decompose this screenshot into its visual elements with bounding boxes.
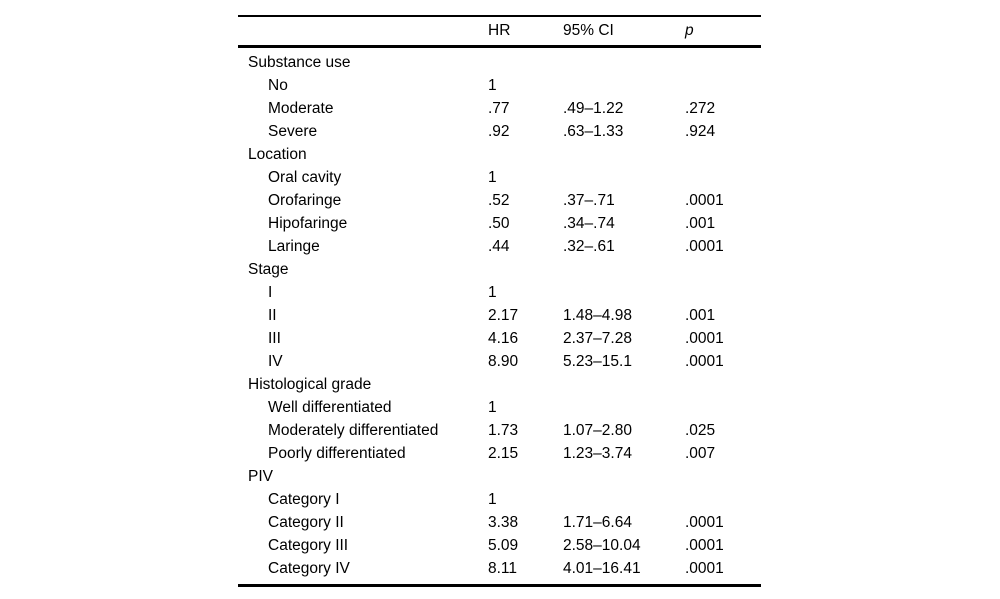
- row-label: Orofaringe: [268, 191, 342, 209]
- row-ci-value: .34–.74: [563, 214, 615, 232]
- table-row: Category III 5.09 2.58–10.04 .0001: [238, 534, 761, 557]
- row-hr-value: .77: [488, 99, 510, 117]
- row-ci-value: .37–.71: [563, 191, 615, 209]
- table-row: Category II 3.38 1.71–6.64 .0001: [238, 511, 761, 534]
- row-ci-value: .32–.61: [563, 237, 615, 255]
- table-row: Oral cavity 1: [238, 166, 761, 189]
- table-row: Moderate .77 .49–1.22 .272: [238, 97, 761, 120]
- row-label: Histological grade: [248, 375, 372, 393]
- header-hr: HR: [488, 22, 511, 40]
- row-label: Substance use: [248, 53, 351, 71]
- row-label: Poorly differentiated: [268, 444, 406, 462]
- row-label: Stage: [248, 260, 289, 278]
- table-row: Laringe .44 .32–.61 .0001: [238, 235, 761, 258]
- row-p-value: .0001: [685, 559, 724, 577]
- row-label: Oral cavity: [268, 168, 342, 186]
- row-p-value: .0001: [685, 237, 724, 255]
- row-label: Location: [248, 145, 307, 163]
- row-label: Category IV: [268, 559, 350, 577]
- row-p-value: .001: [685, 306, 716, 324]
- row-hr-value: .50: [488, 214, 510, 232]
- row-p-value: .0001: [685, 191, 724, 209]
- row-hr-value: 8.11: [488, 559, 518, 577]
- table-row: Location: [238, 143, 761, 166]
- row-hr-value: .92: [488, 122, 510, 140]
- row-ci-value: 4.01–16.41: [563, 559, 641, 577]
- row-label: III: [268, 329, 281, 347]
- row-hr-value: 1: [488, 490, 497, 508]
- row-label: Well differentiated: [268, 398, 392, 416]
- row-hr-value: 1: [488, 168, 497, 186]
- row-label: Category III: [268, 536, 349, 554]
- table-row: Hipofaringe .50 .34–.74 .001: [238, 212, 761, 235]
- row-label: Moderate: [268, 99, 334, 117]
- table-row: Poorly differentiated 2.15 1.23–3.74 .00…: [238, 442, 761, 465]
- row-label: Laringe: [268, 237, 320, 255]
- table-row: PIV: [238, 465, 761, 488]
- row-ci-value: .49–1.22: [563, 99, 624, 117]
- row-label: II: [268, 306, 277, 324]
- table-row: Substance use: [238, 51, 761, 74]
- row-p-value: .007: [685, 444, 716, 462]
- row-ci-value: 1.07–2.80: [563, 421, 632, 439]
- table-row: I 1: [238, 281, 761, 304]
- row-hr-value: 5.09: [488, 536, 519, 554]
- table-row: III 4.16 2.37–7.28 .0001: [238, 327, 761, 350]
- row-ci-value: 2.58–10.04: [563, 536, 641, 554]
- table-row: Well differentiated 1: [238, 396, 761, 419]
- table-row: Stage: [238, 258, 761, 281]
- table-row: Histological grade: [238, 373, 761, 396]
- table-row: IV 8.90 5.23–15.1 .0001: [238, 350, 761, 373]
- row-p-value: .001: [685, 214, 716, 232]
- row-hr-value: 1.73: [488, 421, 519, 439]
- row-hr-value: 8.90: [488, 352, 519, 370]
- row-p-value: .0001: [685, 352, 724, 370]
- row-ci-value: .63–1.33: [563, 122, 624, 140]
- table-row: Moderately differentiated 1.73 1.07–2.80…: [238, 419, 761, 442]
- row-label: IV: [268, 352, 283, 370]
- row-ci-value: 1.23–3.74: [563, 444, 632, 462]
- table-header-row: HR 95% CI p: [238, 17, 761, 48]
- table-body: Substance use No 1 Moderate .77 .49–1.22…: [238, 48, 761, 584]
- row-hr-value: 1: [488, 283, 497, 301]
- row-hr-value: 3.38: [488, 513, 519, 531]
- row-p-value: .0001: [685, 513, 724, 531]
- row-p-value: .0001: [685, 536, 724, 554]
- row-label: No: [268, 76, 288, 94]
- row-p-value: .0001: [685, 329, 724, 347]
- row-ci-value: 1.48–4.98: [563, 306, 632, 324]
- row-label: Severe: [268, 122, 318, 140]
- table-row: Orofaringe .52 .37–.71 .0001: [238, 189, 761, 212]
- row-label: Hipofaringe: [268, 214, 348, 232]
- row-label: Category II: [268, 513, 344, 531]
- header-p: p: [685, 22, 694, 40]
- row-p-value: .025: [685, 421, 716, 439]
- hazard-ratio-table: HR 95% CI p Substance use No 1 Moderate …: [238, 15, 761, 587]
- row-ci-value: 1.71–6.64: [563, 513, 632, 531]
- header-ci: 95% CI: [563, 22, 614, 40]
- row-hr-value: 4.16: [488, 329, 519, 347]
- row-ci-value: 2.37–7.28: [563, 329, 632, 347]
- row-hr-value: .52: [488, 191, 510, 209]
- row-hr-value: 1: [488, 398, 497, 416]
- table-row: Category IV 8.11 4.01–16.41 .0001: [238, 557, 761, 580]
- row-hr-value: 2.17: [488, 306, 519, 324]
- row-label: Moderately differentiated: [268, 421, 439, 439]
- table-row: No 1: [238, 74, 761, 97]
- row-hr-value: 1: [488, 76, 497, 94]
- row-label: Category I: [268, 490, 340, 508]
- row-hr-value: 2.15: [488, 444, 519, 462]
- row-ci-value: 5.23–15.1: [563, 352, 632, 370]
- table-row: II 2.17 1.48–4.98 .001: [238, 304, 761, 327]
- row-label: PIV: [248, 467, 273, 485]
- row-p-value: .272: [685, 99, 716, 117]
- table-row: Severe .92 .63–1.33 .924: [238, 120, 761, 143]
- row-p-value: .924: [685, 122, 716, 140]
- row-hr-value: .44: [488, 237, 510, 255]
- row-label: I: [268, 283, 273, 301]
- table-row: Category I 1: [238, 488, 761, 511]
